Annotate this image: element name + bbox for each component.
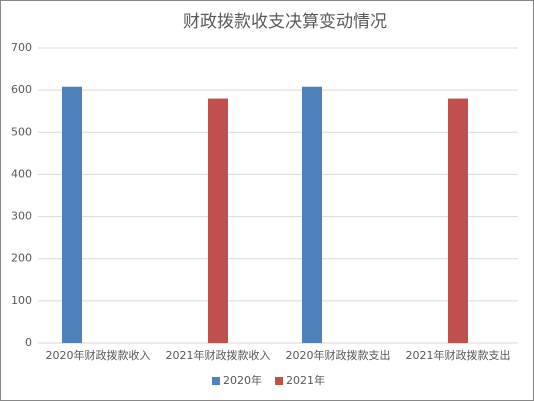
chart-title: 财政拨款收支决算变动情况: [183, 12, 387, 32]
y-tick-label: 0: [25, 336, 32, 349]
x-tick-label: 2021年财政拨款支出: [406, 348, 511, 362]
y-tick-label: 500: [11, 125, 32, 138]
bar: [62, 86, 82, 344]
x-tick-label: 2020年财政拨款收入: [46, 348, 151, 362]
bar: [302, 86, 322, 344]
legend-swatch: [212, 377, 220, 385]
legend-label: 2020年: [223, 373, 262, 387]
bar: [448, 98, 468, 343]
bar: [208, 98, 228, 343]
y-tick-label: 200: [11, 252, 32, 265]
legend-label: 2021年: [286, 373, 325, 387]
y-tick-label: 400: [11, 167, 32, 180]
y-tick-label: 100: [11, 294, 32, 307]
y-tick-label: 700: [11, 41, 32, 54]
y-tick-label: 600: [11, 83, 32, 96]
y-tick-label: 300: [11, 210, 32, 223]
x-tick-label: 2020年财政拨款支出: [286, 348, 391, 362]
x-tick-label: 2021年财政拨款收入: [166, 348, 271, 362]
legend-swatch: [275, 377, 283, 385]
